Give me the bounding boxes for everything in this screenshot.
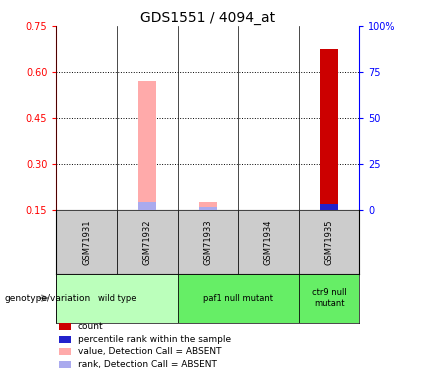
- Bar: [59, 336, 71, 343]
- Text: rank, Detection Call = ABSENT: rank, Detection Call = ABSENT: [78, 360, 216, 369]
- Bar: [320, 49, 338, 210]
- Bar: [299, 210, 359, 274]
- Bar: [59, 361, 71, 368]
- Text: ctr9 null
mutant: ctr9 null mutant: [312, 288, 346, 308]
- Bar: [199, 202, 217, 210]
- Text: GSM71931: GSM71931: [82, 219, 91, 265]
- Text: value, Detection Call = ABSENT: value, Detection Call = ABSENT: [78, 347, 221, 356]
- Bar: [117, 210, 178, 274]
- Text: genotype/variation: genotype/variation: [4, 294, 90, 303]
- Bar: [178, 210, 238, 274]
- Text: percentile rank within the sample: percentile rank within the sample: [78, 335, 231, 344]
- Bar: [178, 274, 299, 322]
- Bar: [138, 202, 156, 210]
- Bar: [199, 207, 217, 210]
- Bar: [56, 210, 117, 274]
- Text: paf1 null mutant: paf1 null mutant: [203, 294, 273, 303]
- Text: GSM71932: GSM71932: [143, 219, 152, 265]
- Text: wild type: wild type: [98, 294, 136, 303]
- Bar: [56, 274, 178, 322]
- Bar: [59, 323, 71, 330]
- Bar: [320, 204, 338, 210]
- Bar: [138, 81, 156, 210]
- Text: count: count: [78, 322, 103, 331]
- Bar: [299, 274, 359, 322]
- Title: GDS1551 / 4094_at: GDS1551 / 4094_at: [140, 11, 275, 25]
- Text: GSM71934: GSM71934: [264, 219, 273, 265]
- Text: GSM71935: GSM71935: [325, 219, 333, 265]
- Text: GSM71933: GSM71933: [204, 219, 212, 265]
- Bar: [320, 204, 338, 210]
- Bar: [59, 348, 71, 355]
- Bar: [238, 210, 299, 274]
